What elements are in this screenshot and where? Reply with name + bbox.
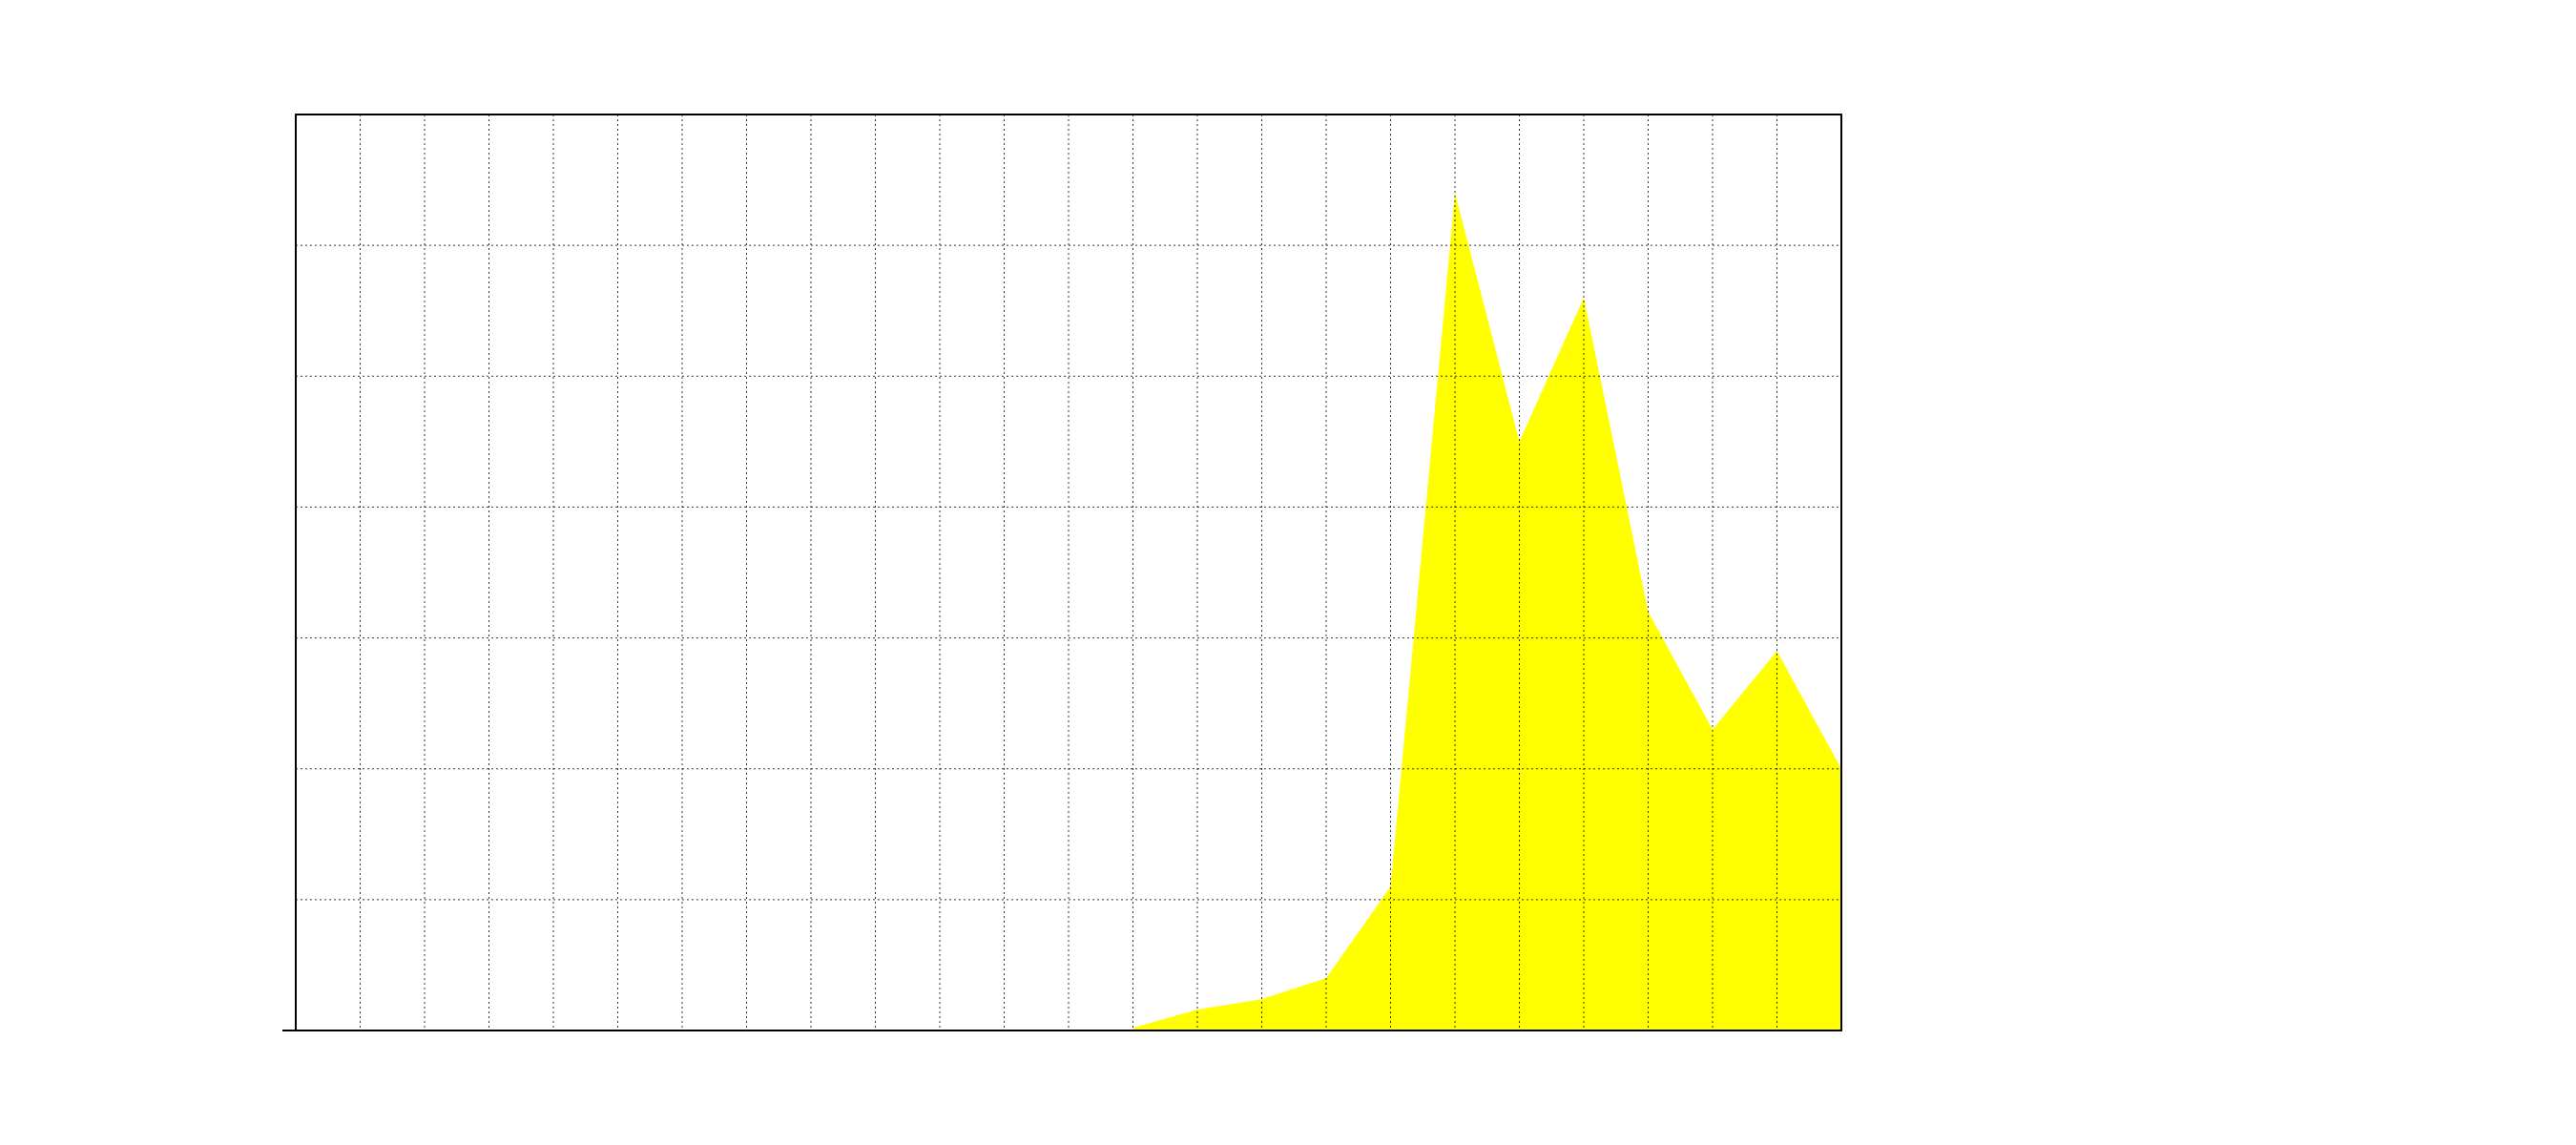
precipitation-chart xyxy=(0,0,2576,1145)
